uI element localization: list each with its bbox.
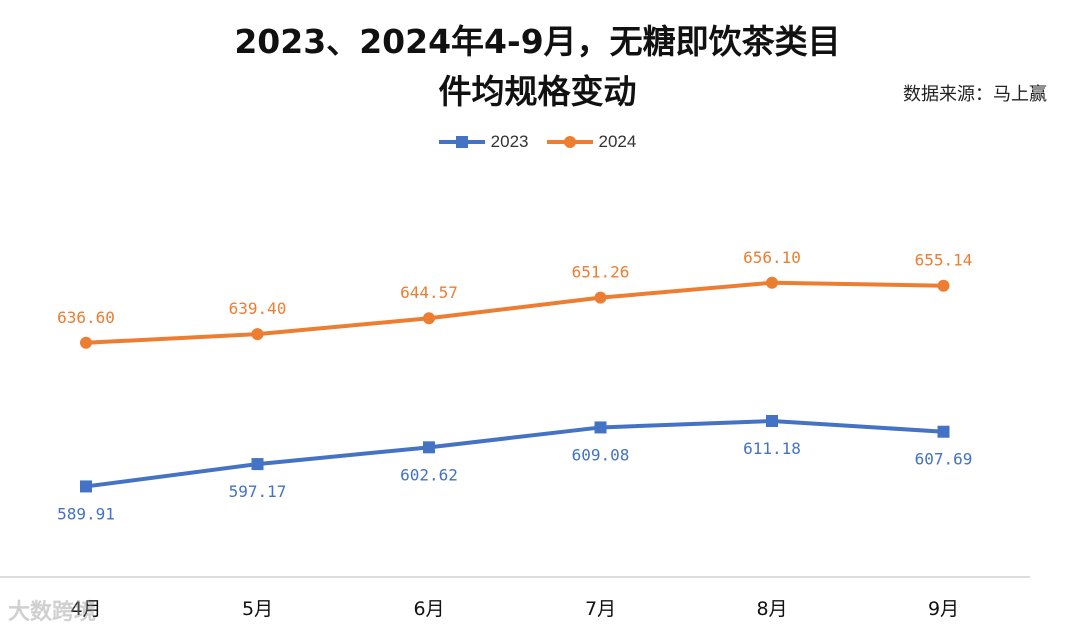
series-line-2023 [85, 418, 944, 489]
data-point-2024 [766, 276, 778, 289]
chart-legend: 2023 2024 [0, 132, 1075, 152]
legend-label-2023: 2023 [490, 132, 529, 151]
x-tick-label: 9月 [928, 598, 959, 620]
data-point-2023 [423, 441, 435, 454]
data-label-2024: 636.60 [57, 308, 115, 327]
data-point-2024 [594, 291, 607, 304]
data-label-2024: 651.26 [572, 263, 630, 282]
data-label-2024: 655.14 [915, 251, 973, 270]
x-tick-label: 5月 [242, 598, 273, 620]
data-label-2023: 609.08 [572, 445, 630, 464]
legend-item-2023: 2023 [438, 132, 529, 152]
data-point-2024 [251, 328, 264, 341]
data-point-2023 [251, 458, 264, 471]
chart-title-line-2: 件均规格变动 [438, 72, 637, 111]
data-label-2023: 607.69 [915, 450, 973, 469]
chart-title-line-1: 2023、2024年4-9月，无糖即饮茶类目 [234, 22, 841, 61]
data-label-2024: 644.57 [400, 283, 458, 302]
data-label-2023: 611.18 [743, 439, 801, 458]
data-label-2024: 656.10 [743, 248, 801, 267]
data-source-note: 数据来源：马上赢 [903, 84, 1047, 105]
data-point-2024 [423, 312, 435, 325]
data-point-2023 [937, 425, 950, 438]
x-tick-label: 8月 [756, 598, 787, 620]
data-point-2023 [766, 414, 778, 427]
data-point-2023 [80, 480, 92, 493]
legend-swatch-2024 [546, 135, 593, 149]
data-point-2024 [937, 279, 950, 292]
legend-item-2024: 2024 [546, 132, 637, 152]
data-label-2023: 597.17 [229, 482, 287, 501]
data-point-2024 [80, 336, 92, 349]
x-tick-label: 7月 [585, 598, 616, 620]
data-point-2023 [594, 421, 607, 434]
watermark-text: 大数跨境 [8, 600, 97, 625]
x-tick-label: 6月 [413, 598, 444, 620]
legend-label-2024: 2024 [598, 132, 637, 151]
data-label-2023: 602.62 [400, 465, 458, 484]
legend-swatch-2023 [438, 135, 485, 149]
data-label-2024: 639.40 [229, 299, 287, 318]
series-line-2024 [85, 280, 944, 345]
data-label-2023: 589.91 [57, 504, 115, 523]
x-tick-label: 4月 [70, 598, 101, 620]
